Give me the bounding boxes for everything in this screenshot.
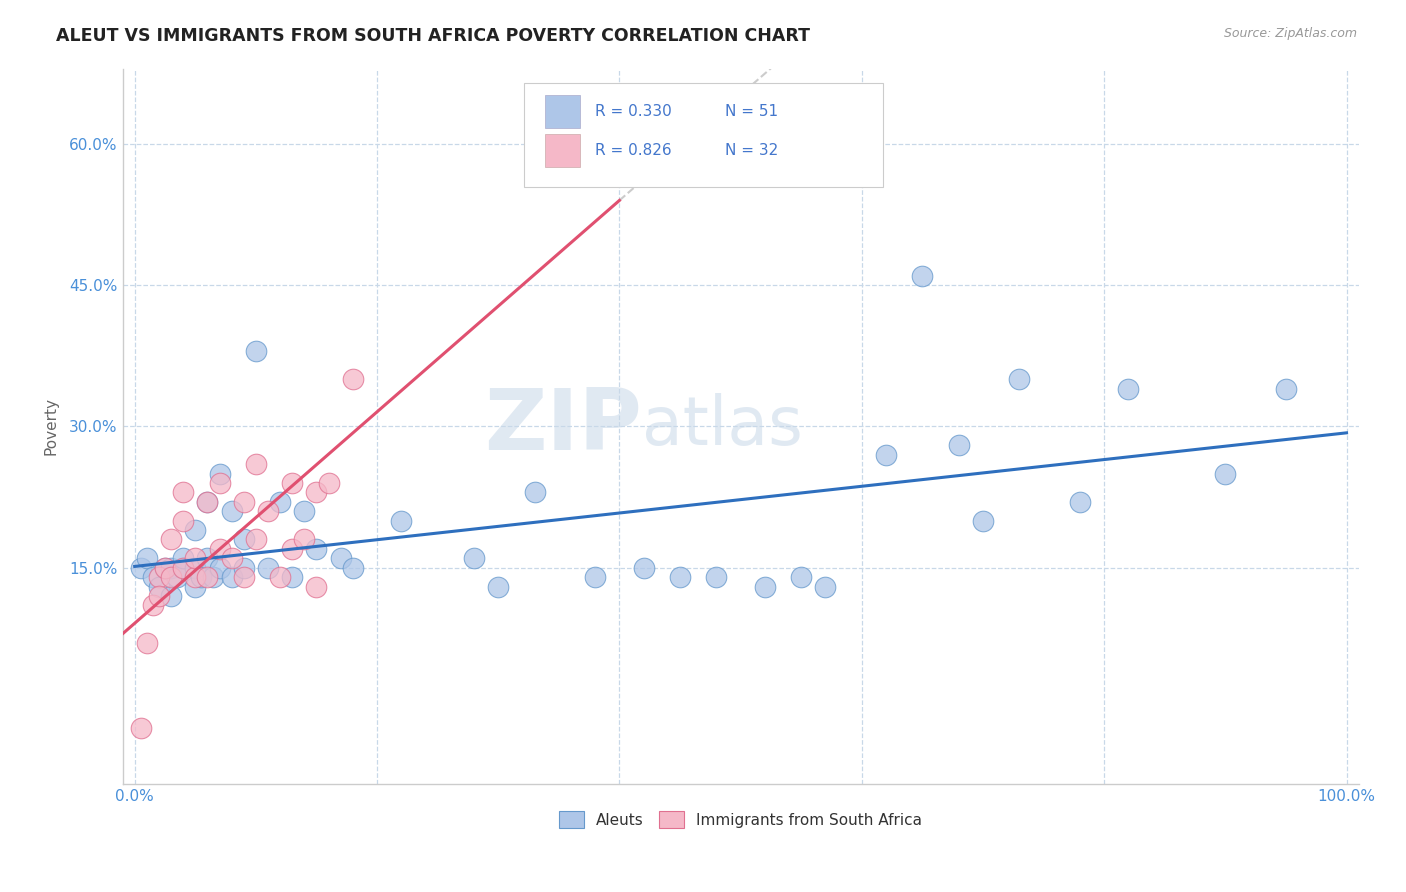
Point <box>1275 382 1298 396</box>
Point <box>172 560 194 574</box>
Point <box>166 570 188 584</box>
Point <box>790 570 813 584</box>
Point <box>190 570 212 584</box>
Point <box>221 570 243 584</box>
Point <box>197 570 219 584</box>
Point <box>814 580 837 594</box>
Point <box>342 372 364 386</box>
Point <box>292 533 315 547</box>
Point <box>875 448 897 462</box>
Point <box>232 533 254 547</box>
Point <box>257 504 280 518</box>
Text: ZIP: ZIP <box>484 385 641 468</box>
Text: ALEUT VS IMMIGRANTS FROM SOUTH AFRICA POVERTY CORRELATION CHART: ALEUT VS IMMIGRANTS FROM SOUTH AFRICA PO… <box>56 27 810 45</box>
Point <box>281 475 304 490</box>
Point <box>305 541 328 556</box>
Point <box>160 589 183 603</box>
Point <box>523 485 546 500</box>
Point <box>208 541 231 556</box>
Point <box>281 541 304 556</box>
Point <box>208 467 231 481</box>
Point <box>135 551 157 566</box>
Point <box>1118 382 1140 396</box>
Text: R = 0.826: R = 0.826 <box>595 144 672 159</box>
Y-axis label: Poverty: Poverty <box>44 398 58 456</box>
Point <box>389 514 412 528</box>
Point <box>245 457 267 471</box>
Point <box>142 570 165 584</box>
Point <box>269 495 291 509</box>
Legend: Aleuts, Immigrants from South Africa: Aleuts, Immigrants from South Africa <box>554 805 928 834</box>
Point <box>232 560 254 574</box>
Text: atlas: atlas <box>641 393 803 459</box>
Point <box>153 560 176 574</box>
Point <box>305 580 328 594</box>
Point <box>172 514 194 528</box>
Point <box>269 570 291 584</box>
Point <box>972 514 994 528</box>
Text: R = 0.330: R = 0.330 <box>595 104 672 119</box>
FancyBboxPatch shape <box>524 83 883 186</box>
Point <box>1008 372 1031 386</box>
Point <box>208 475 231 490</box>
Point <box>148 589 170 603</box>
Point <box>148 580 170 594</box>
Point <box>292 504 315 518</box>
Point <box>129 721 152 735</box>
Point <box>160 533 183 547</box>
Point <box>232 495 254 509</box>
Point <box>1213 467 1236 481</box>
FancyBboxPatch shape <box>546 95 579 128</box>
Point <box>184 570 207 584</box>
Point <box>948 438 970 452</box>
Point <box>172 551 194 566</box>
Point <box>706 570 728 584</box>
Point <box>153 560 176 574</box>
Point <box>184 560 207 574</box>
Point <box>232 570 254 584</box>
Point <box>245 344 267 359</box>
Point <box>281 570 304 584</box>
Point <box>160 560 183 574</box>
Point <box>318 475 340 490</box>
Point <box>221 504 243 518</box>
Point <box>754 580 776 594</box>
Point <box>463 551 485 566</box>
Point <box>257 560 280 574</box>
Point <box>197 551 219 566</box>
Point <box>669 570 692 584</box>
Point <box>633 560 655 574</box>
Point <box>329 551 352 566</box>
Point <box>583 570 606 584</box>
Point <box>142 599 165 613</box>
Text: N = 51: N = 51 <box>724 104 778 119</box>
Point <box>547 165 569 179</box>
Point <box>305 485 328 500</box>
Point <box>202 570 225 584</box>
FancyBboxPatch shape <box>546 135 579 168</box>
Point <box>172 485 194 500</box>
Point <box>911 268 934 283</box>
Text: Source: ZipAtlas.com: Source: ZipAtlas.com <box>1223 27 1357 40</box>
Point <box>245 533 267 547</box>
Point <box>129 560 152 574</box>
Point <box>342 560 364 574</box>
Point <box>135 636 157 650</box>
Point <box>1069 495 1091 509</box>
Point <box>148 570 170 584</box>
Point <box>221 551 243 566</box>
Point <box>208 560 231 574</box>
Point <box>184 580 207 594</box>
Point <box>184 523 207 537</box>
Point <box>172 560 194 574</box>
Point <box>160 570 183 584</box>
Text: N = 32: N = 32 <box>724 144 778 159</box>
Point <box>486 580 509 594</box>
Point <box>197 495 219 509</box>
Point <box>184 551 207 566</box>
Point <box>197 495 219 509</box>
